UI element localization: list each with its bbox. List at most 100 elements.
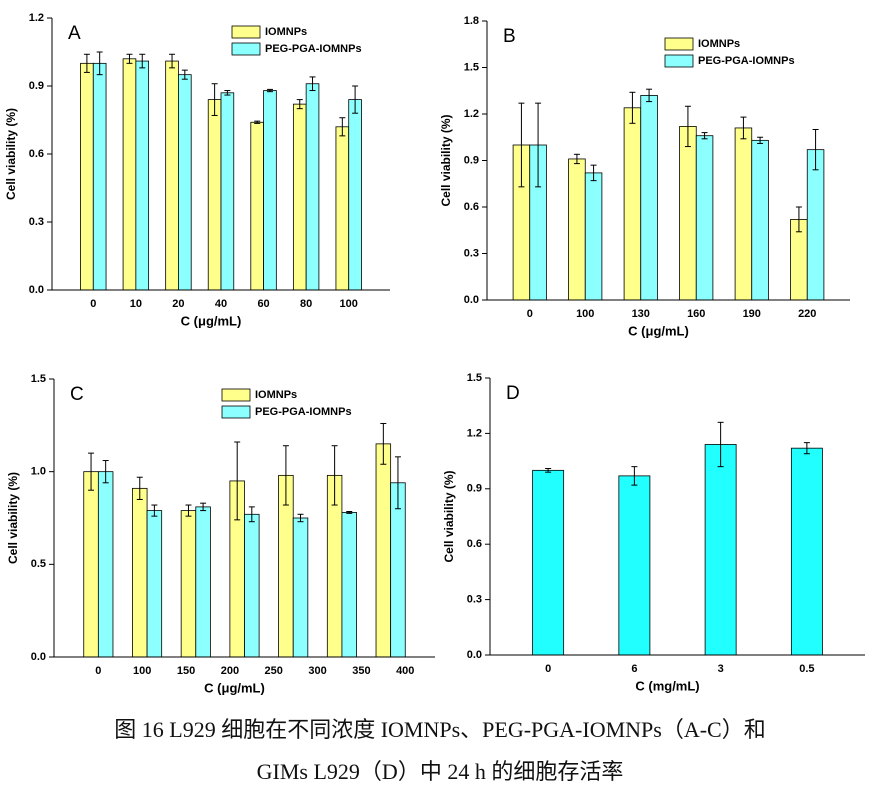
bar: [292, 103, 307, 291]
bar: [195, 506, 211, 658]
legend-label: PEG-PGA-IOMNPs: [698, 55, 795, 67]
bar: [704, 444, 737, 656]
bar: [250, 121, 264, 291]
x-tick-label: 0: [95, 665, 101, 677]
y-tick-label: 1.5: [31, 373, 46, 385]
x-tick-label: 100: [133, 665, 151, 677]
x-tick-label: 0.5: [799, 663, 814, 675]
caption-line: GIMs L929（D）中 24 h 的细胞存活率: [256, 759, 624, 784]
y-tick-label: 0.5: [31, 558, 46, 570]
x-tick-label: 100: [576, 308, 594, 320]
legend-swatch: [664, 54, 694, 68]
bar: [97, 471, 114, 658]
y-tick-label: 0.3: [464, 247, 479, 259]
bar: [178, 74, 192, 291]
y-tick-label: 0.3: [467, 594, 482, 606]
bar: [375, 443, 392, 658]
bar: [92, 62, 107, 291]
y-tick-label: 0.0: [31, 651, 46, 663]
x-tick-label: 100: [340, 298, 358, 310]
bar: [292, 517, 309, 658]
legend-label: IOMNPs: [698, 38, 740, 50]
bar: [679, 126, 697, 301]
x-tick-label: 350: [352, 665, 370, 677]
bar: [618, 475, 651, 656]
bar: [80, 62, 94, 291]
panel-label: A: [68, 23, 81, 44]
bar: [83, 471, 99, 658]
legend-label: PEG-PGA-IOMNPs: [265, 43, 362, 55]
x-tick-label: 6: [631, 663, 637, 675]
x-tick-label: 400: [396, 665, 414, 677]
legend-swatch: [664, 37, 694, 51]
legend-swatch: [231, 25, 261, 39]
bar: [146, 510, 163, 658]
x-tick-label: 40: [215, 298, 227, 310]
y-tick-label: 0.6: [29, 148, 44, 160]
bar: [305, 83, 320, 291]
bar: [135, 60, 150, 291]
y-tick-label: 1.0: [31, 466, 46, 478]
bar: [165, 60, 179, 291]
y-tick-label: 1.5: [464, 61, 479, 73]
x-tick-label: 250: [265, 665, 283, 677]
y-tick-label: 1.2: [29, 12, 44, 24]
bar: [207, 99, 222, 291]
y-tick-label: 0.9: [467, 483, 482, 495]
bar: [335, 126, 350, 291]
bar: [122, 58, 137, 291]
caption-line: 图 16 L929 细胞在不同浓度 IOMNPs、PEG-PGA-IOMNPs（…: [114, 717, 766, 742]
x-tick-label: 190: [743, 308, 761, 320]
y-axis-label: Cell viability (%): [4, 108, 18, 200]
x-tick-label: 150: [177, 665, 195, 677]
bar: [220, 92, 235, 291]
y-tick-label: 0.0: [29, 284, 44, 296]
x-axis-label: C (μg/mL): [181, 313, 242, 328]
y-axis-label: Cell viability (%): [439, 114, 453, 206]
legend-swatch: [221, 388, 251, 402]
x-tick-label: 220: [798, 308, 816, 320]
bar: [790, 447, 823, 656]
legend-label: IOMNPs: [265, 26, 307, 38]
y-tick-label: 0.0: [467, 649, 482, 661]
panel-label: C: [70, 384, 84, 405]
bar: [751, 139, 769, 301]
bar: [806, 149, 825, 301]
bar: [568, 158, 586, 301]
legend-swatch: [221, 405, 251, 419]
y-tick-label: 0.9: [464, 154, 479, 166]
panel-label: D: [506, 383, 520, 404]
x-tick-label: 80: [300, 298, 312, 310]
x-axis-label: C (μg/mL): [628, 323, 689, 338]
bar: [623, 107, 642, 301]
x-tick-label: 0: [545, 663, 551, 675]
x-tick-label: 0: [90, 298, 96, 310]
y-tick-label: 1.2: [467, 427, 482, 439]
y-tick-label: 0.6: [464, 201, 479, 213]
x-tick-label: 20: [172, 298, 184, 310]
legend-label: IOMNPs: [255, 389, 297, 401]
x-tick-label: 130: [632, 308, 650, 320]
x-tick-label: 200: [221, 665, 239, 677]
bar: [532, 469, 565, 656]
x-tick-label: 10: [130, 298, 142, 310]
bar: [695, 135, 714, 301]
y-tick-label: 0.3: [29, 216, 44, 228]
bar: [132, 487, 148, 658]
bar: [640, 95, 658, 301]
legend-swatch: [231, 42, 261, 56]
x-tick-label: 300: [308, 665, 326, 677]
legend-label: PEG-PGA-IOMNPs: [255, 406, 352, 418]
x-axis-label: C (μg/mL): [204, 680, 265, 695]
y-axis-label: Cell viability (%): [6, 472, 20, 564]
bar: [734, 127, 753, 301]
bar: [584, 172, 603, 301]
y-tick-label: 0.6: [467, 538, 482, 550]
panel-label: B: [503, 26, 516, 47]
x-tick-label: 0: [527, 308, 533, 320]
y-tick-label: 0.0: [464, 294, 479, 306]
x-tick-label: 3: [718, 663, 724, 675]
x-axis-label: C (mg/mL): [635, 678, 699, 693]
